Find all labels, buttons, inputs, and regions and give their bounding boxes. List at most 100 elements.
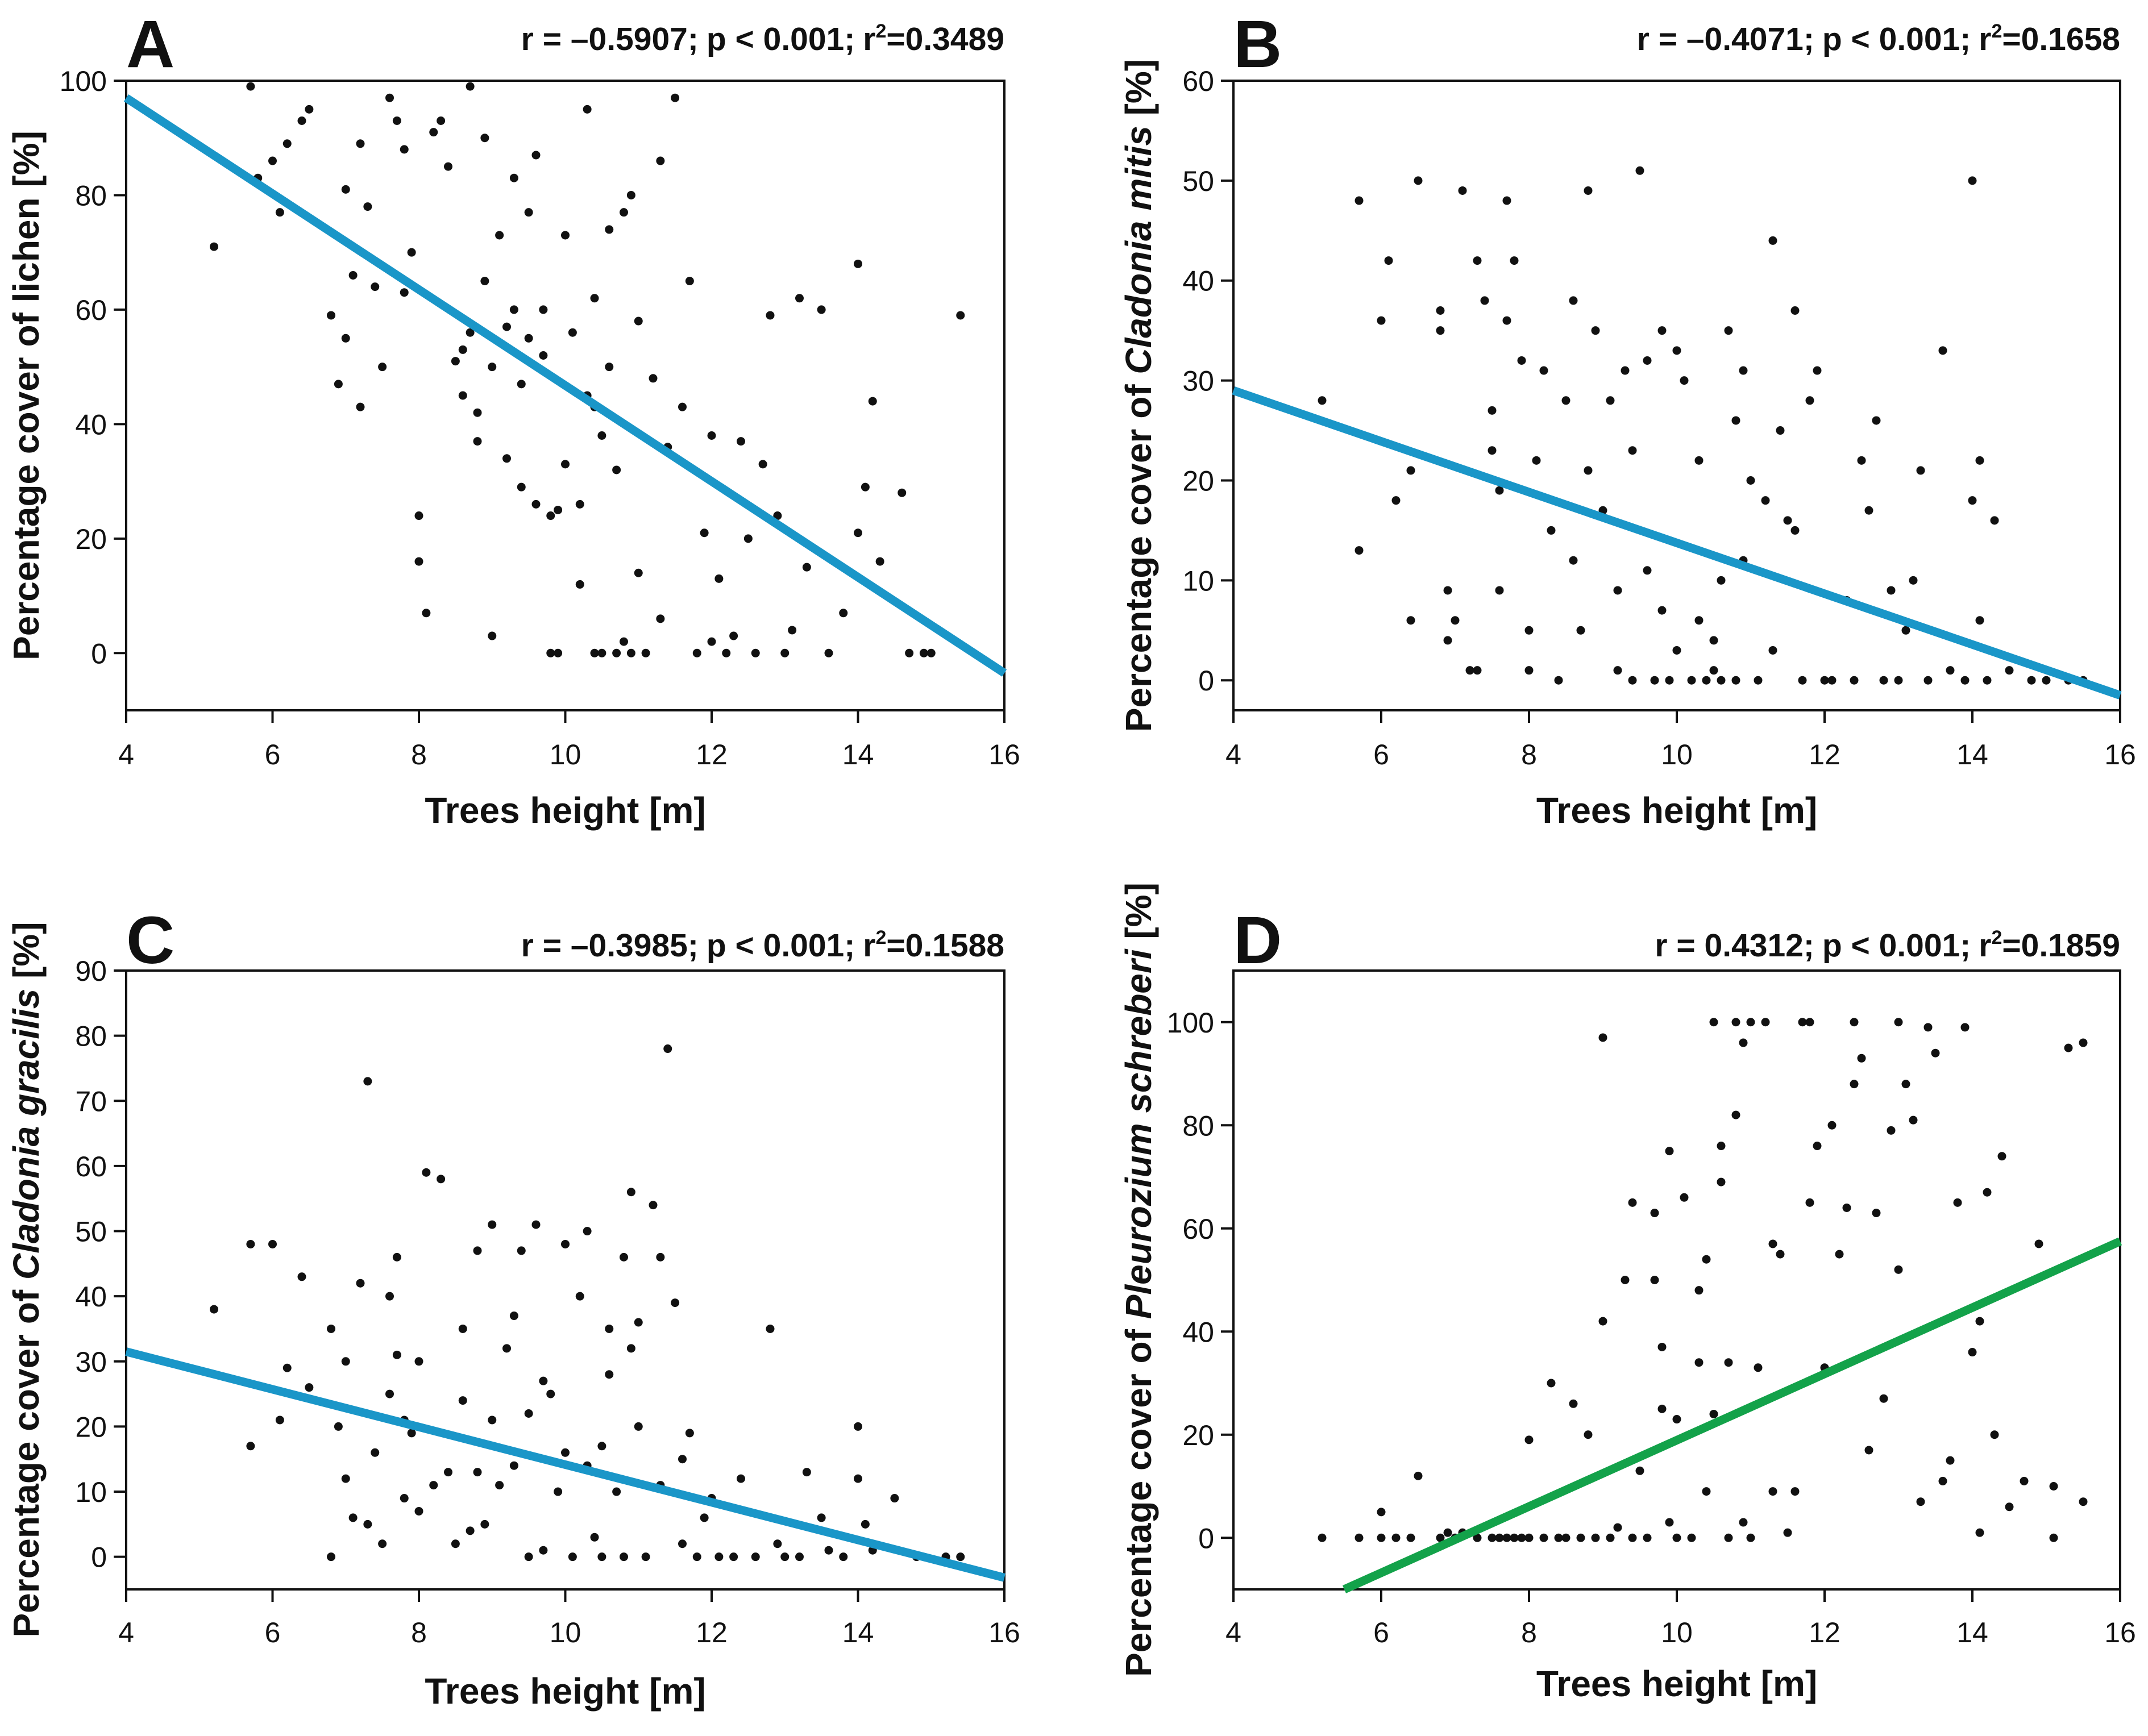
data-point (2020, 1476, 2029, 1485)
data-point (2079, 1038, 2088, 1047)
data-point (539, 305, 548, 314)
data-point (341, 185, 350, 194)
data-point (392, 1252, 401, 1262)
data-point (429, 1481, 438, 1490)
data-point (1702, 1255, 1711, 1264)
data-point (597, 1552, 606, 1562)
data-point (634, 1422, 643, 1431)
data-point (495, 1481, 504, 1490)
data-point (1894, 676, 1903, 685)
y-axis-title-unit: [%] (1118, 882, 1159, 949)
data-point (1569, 556, 1578, 565)
data-point (400, 145, 409, 154)
data-point (854, 528, 862, 538)
stats-r2-label: r (1979, 927, 1991, 964)
data-point (246, 82, 255, 91)
data-point (392, 116, 401, 126)
data-point (678, 1539, 687, 1548)
data-point (1953, 1198, 1962, 1207)
plot-frame (125, 969, 1006, 1591)
data-point (1547, 1379, 1556, 1388)
data-point (854, 1474, 862, 1483)
y-axis-title-unit: [%] (1118, 59, 1159, 126)
data-point (2042, 676, 2051, 685)
data-point (597, 431, 606, 440)
y-axis-title-species: Cladonia gracilis (6, 989, 47, 1280)
data-point (1960, 1023, 1970, 1032)
data-point (341, 1474, 350, 1483)
data-point (210, 1305, 218, 1314)
data-point (451, 1539, 460, 1548)
data-point (1539, 366, 1548, 375)
data-point (1739, 1038, 1748, 1047)
data-point (597, 1442, 606, 1451)
data-point (1584, 186, 1593, 195)
data-point (737, 1474, 745, 1483)
x-tick-label: 8 (411, 739, 427, 771)
data-point (414, 1506, 423, 1516)
stats-r: r = –0.4071; (1637, 21, 1814, 57)
regression-line (1342, 1237, 2122, 1593)
y-tick-label: 20 (1182, 1419, 1214, 1451)
data-point (414, 1357, 423, 1366)
data-point (1790, 1487, 1800, 1496)
data-point (268, 156, 277, 165)
data-point (1813, 1142, 1822, 1151)
data-point (1621, 1276, 1630, 1284)
data-point (348, 1513, 358, 1522)
data-point (1510, 256, 1519, 265)
data-point (2005, 666, 2014, 675)
data-point (1872, 1209, 1881, 1218)
y-tick-label: 50 (1182, 165, 1214, 197)
y-tick-label: 50 (75, 1216, 107, 1248)
data-point (1768, 1487, 1777, 1496)
data-point (620, 1252, 628, 1262)
data-point (1813, 366, 1822, 375)
data-point (2005, 1502, 2014, 1512)
data-point (1754, 1363, 1763, 1372)
data-point (1983, 1188, 1992, 1197)
data-point (1746, 1533, 1755, 1542)
data-point (656, 156, 665, 165)
data-point (575, 1292, 584, 1301)
panel-letter: C (126, 903, 175, 978)
data-point (1510, 1533, 1519, 1542)
data-point (1694, 1358, 1704, 1367)
plot-frame (1232, 969, 2121, 1591)
y-tick-label: 0 (1198, 665, 1214, 697)
data-point (729, 1552, 738, 1562)
x-tick-label: 8 (1521, 739, 1537, 771)
data-point (1857, 1054, 1866, 1063)
data-point (1968, 176, 1977, 185)
y-tick-label: 0 (91, 1542, 107, 1573)
data-point (1739, 1518, 1748, 1527)
data-point (1717, 676, 1726, 685)
data-point (1746, 476, 1755, 485)
data-point (327, 1552, 335, 1562)
data-point (1909, 1115, 1918, 1125)
data-point (1355, 1533, 1364, 1542)
data-point (466, 1526, 475, 1535)
data-point (502, 1344, 511, 1353)
data-point (1850, 1080, 1859, 1089)
data-point (546, 1389, 555, 1398)
data-point (466, 328, 475, 337)
data-point (1473, 666, 1482, 675)
data-point (554, 505, 563, 514)
data-point (575, 499, 584, 509)
y-axis-title-text: Percentage cover of (1118, 374, 1159, 732)
data-point (1488, 1533, 1497, 1542)
data-point (1665, 1518, 1674, 1527)
data-point (824, 1546, 833, 1555)
data-point (2034, 1239, 2043, 1248)
data-point (414, 557, 423, 566)
data-point (685, 1429, 694, 1438)
data-point (656, 614, 665, 623)
data-point (1842, 1203, 1851, 1212)
data-point (1643, 356, 1652, 365)
data-point (634, 568, 643, 577)
data-point (1827, 676, 1837, 685)
data-point (1761, 1018, 1770, 1027)
data-point (1731, 1018, 1740, 1027)
data-point (1524, 1533, 1534, 1542)
